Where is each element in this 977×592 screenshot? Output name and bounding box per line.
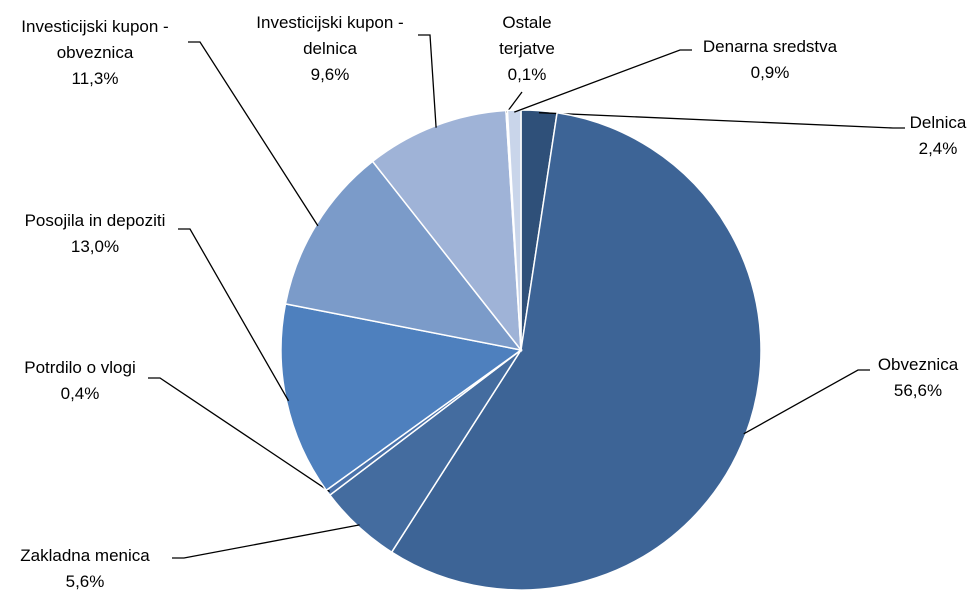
leader-line bbox=[172, 524, 360, 559]
slice-label: Denarna sredstva 0,9% bbox=[680, 34, 860, 86]
leader-line bbox=[178, 228, 290, 402]
slice-name: Investicijski kupon - delnica bbox=[256, 13, 404, 58]
slice-value: 11,3% bbox=[71, 69, 119, 88]
slice-name: Posojila in depoziti bbox=[24, 211, 166, 230]
leader-line bbox=[506, 91, 523, 113]
leader-line bbox=[148, 377, 331, 493]
leader-line bbox=[514, 49, 692, 113]
slice-name: Potrdilo o vlogi bbox=[24, 358, 136, 377]
slice-label: Zakladna menica 5,6% bbox=[0, 543, 170, 592]
slice-name: Delnica bbox=[909, 113, 967, 132]
slice-value: 13,0% bbox=[70, 237, 120, 256]
leader-line bbox=[743, 369, 870, 435]
slice-value: 0,1% bbox=[507, 65, 547, 84]
slice-name: Ostale terjatve bbox=[499, 13, 555, 58]
pie-slice bbox=[280, 302, 523, 492]
slice-value: 0,9% bbox=[750, 63, 790, 82]
slice-label: Investicijski kupon - delnica 9,6% bbox=[235, 10, 425, 88]
leader-line bbox=[188, 41, 319, 227]
leader-line bbox=[418, 34, 437, 128]
slice-name: Denarna sredstva bbox=[702, 37, 838, 56]
slice-label: Delnica 2,4% bbox=[898, 110, 977, 162]
slice-value: 0,4% bbox=[60, 384, 100, 403]
slice-label: Investicijski kupon - obveznica 11,3% bbox=[0, 14, 190, 92]
slice-name: Investicijski kupon - obveznica bbox=[21, 17, 169, 62]
slice-label: Obveznica 56,6% bbox=[868, 352, 968, 404]
leader-line bbox=[538, 112, 905, 129]
slice-value: 56,6% bbox=[893, 381, 943, 400]
slice-label: Potrdilo o vlogi 0,4% bbox=[5, 355, 155, 407]
pie-slice bbox=[284, 160, 523, 352]
slice-name: Zakladna menica bbox=[20, 546, 150, 565]
slice-value: 2,4% bbox=[918, 139, 958, 158]
slice-label: Posojila in depoziti 13,0% bbox=[5, 208, 185, 260]
slice-value: 9,6% bbox=[310, 65, 350, 84]
pie-slice bbox=[390, 111, 762, 591]
slice-value: 5,6% bbox=[65, 572, 105, 591]
slice-label: Ostale terjatve 0,1% bbox=[482, 10, 572, 88]
slice-name: Obveznica bbox=[877, 355, 959, 374]
